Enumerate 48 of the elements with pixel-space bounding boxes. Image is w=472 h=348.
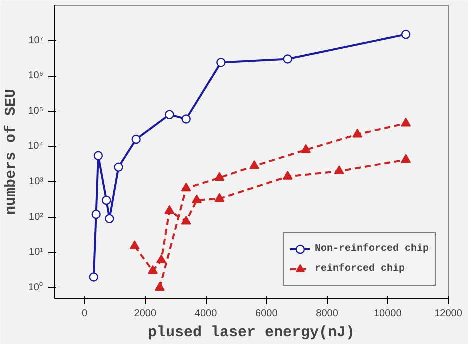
point — [94, 151, 104, 160]
y-axis-title: numbers of SEU — [3, 88, 20, 216]
point — [89, 272, 98, 282]
point — [216, 58, 226, 68]
point — [164, 205, 175, 214]
point — [301, 144, 312, 154]
point — [282, 171, 293, 180]
point — [132, 134, 141, 144]
x-tick-label: 0 — [82, 308, 88, 320]
point — [214, 193, 225, 202]
legend-label: reinforced chip — [314, 264, 405, 274]
point — [334, 166, 344, 174]
point — [92, 210, 101, 220]
y-tick-label: 10³ — [29, 176, 44, 188]
y-tick-label: 10⁷ — [28, 35, 44, 46]
legend-label: Non-reinforced chip — [314, 244, 429, 254]
point — [283, 54, 292, 64]
point — [154, 282, 165, 291]
y-tick-label: 10⁴ — [28, 141, 44, 152]
x-axis-title: plused laser energy(nJ) — [148, 324, 356, 342]
point — [352, 128, 363, 138]
point — [192, 194, 202, 204]
point — [401, 118, 412, 127]
x-tick-label: 12000 — [434, 308, 463, 320]
y-tick-label: 10² — [29, 212, 44, 223]
y-tick-label: 10¹ — [29, 247, 44, 258]
point — [130, 240, 140, 250]
y-tick-label: 10⁰ — [28, 281, 44, 294]
point — [250, 160, 260, 170]
point — [181, 216, 192, 225]
y-tick-label: 10⁵ — [28, 106, 44, 117]
point — [182, 114, 191, 124]
x-tick-label: 6000 — [256, 308, 278, 320]
point — [114, 162, 124, 172]
y-tick-label: 10⁶ — [28, 70, 44, 82]
x-tick-label: 10000 — [374, 308, 402, 320]
point — [401, 30, 411, 40]
point — [148, 265, 158, 274]
point — [401, 154, 412, 164]
x-tick-label: 4000 — [194, 308, 218, 320]
point — [156, 254, 166, 264]
point — [214, 172, 225, 182]
point — [181, 182, 192, 192]
x-tick-label: 8000 — [316, 308, 339, 320]
point — [165, 110, 174, 120]
point — [102, 196, 112, 206]
x-tick-label: 2000 — [134, 308, 157, 320]
point — [105, 214, 114, 224]
